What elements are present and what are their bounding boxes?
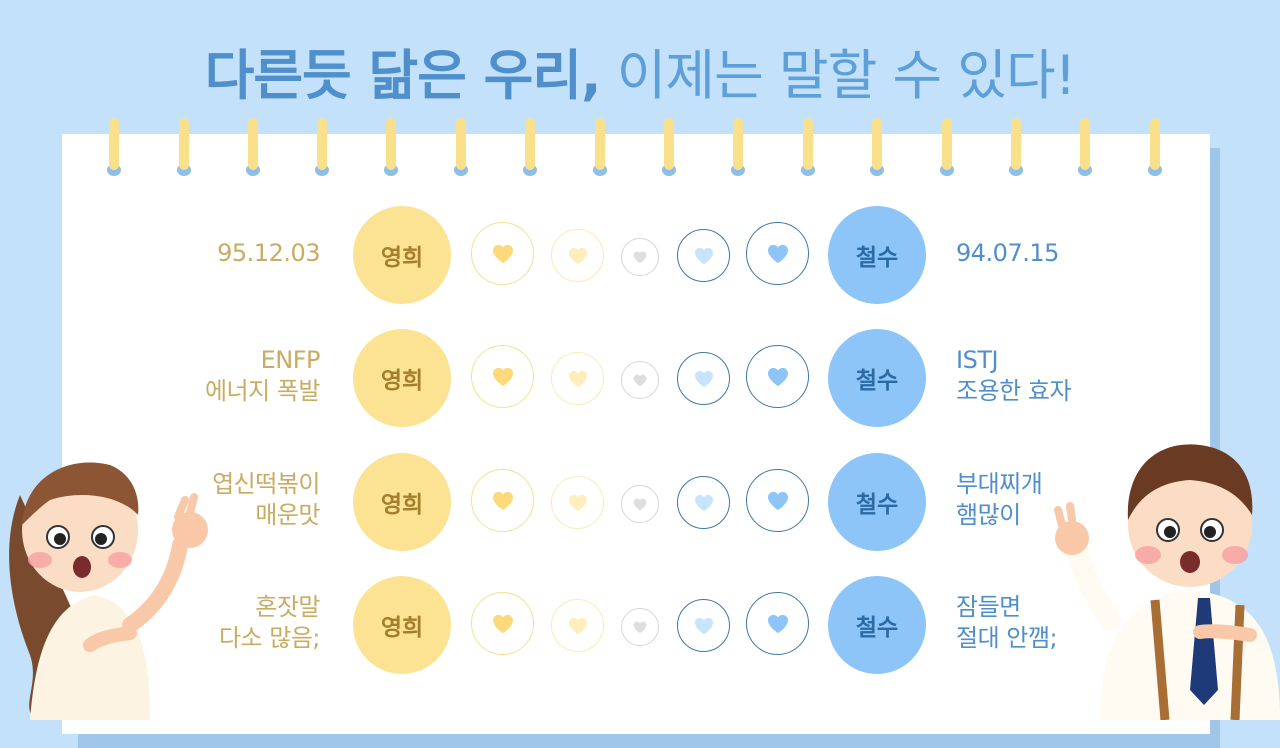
right-label-line: 잠들면 xyxy=(956,593,1021,621)
spiral-ring xyxy=(107,118,121,176)
left-label: 엽신떡볶이 매운맛 xyxy=(120,469,320,531)
title-bold: 다른듯 닮은 우리, xyxy=(204,44,602,107)
left-label-line: 혼잣말 xyxy=(255,593,320,621)
left-label-line: 95.12.03 xyxy=(217,239,320,267)
page-title: 다른듯 닮은 우리, 이제는 말할 수 있다! xyxy=(0,40,1280,112)
left-label: 혼잣말 다소 많음; xyxy=(120,592,321,654)
name-badge-cheolsu: 철수 xyxy=(828,329,926,427)
right-label: 잠들면 절대 안깸; xyxy=(956,592,1176,654)
left-label-line: 에너지 폭발 xyxy=(204,377,321,405)
spiral-ring xyxy=(801,118,815,176)
heart-icon xyxy=(621,361,659,399)
left-label-line: 매운맛 xyxy=(255,501,320,529)
heart-icon xyxy=(551,229,604,282)
comparison-row-habit: 혼잣말 다소 많음; 영희 철수 잠들면 절대 안깸; xyxy=(0,575,1280,675)
right-label-line: 햄많이 xyxy=(956,501,1021,529)
comparison-row-mbti: ENFP 에너지 폭발 영희 철수 ISTJ 조용한 효자 xyxy=(0,328,1280,428)
spiral-ring xyxy=(870,118,884,176)
name-badge-younghee: 영희 xyxy=(353,453,451,551)
boy-illustration xyxy=(1054,444,1280,720)
right-label-line: 조용한 효자 xyxy=(956,377,1072,405)
right-label: ISTJ 조용한 효자 xyxy=(956,345,1176,407)
name-badge-younghee: 영희 xyxy=(353,576,451,674)
spiral-ring xyxy=(315,118,329,176)
name-badge-cheolsu: 철수 xyxy=(828,453,926,551)
name-badge-younghee: 영희 xyxy=(353,206,451,304)
spiral-ring xyxy=(1078,118,1092,176)
name-badge-younghee: 영희 xyxy=(353,329,451,427)
heart-icon xyxy=(471,592,534,655)
right-label-line: 절대 안깸; xyxy=(956,624,1058,652)
spiral-ring xyxy=(523,118,537,176)
spiral-ring xyxy=(177,118,191,176)
heart-icon xyxy=(621,608,659,646)
spiral-ring xyxy=(940,118,954,176)
right-label-line: 94.07.15 xyxy=(956,239,1059,267)
heart-icon xyxy=(677,229,730,282)
name-badge-cheolsu: 철수 xyxy=(828,206,926,304)
right-label: 94.07.15 xyxy=(956,238,1176,269)
heart-icon xyxy=(551,352,604,405)
heart-icon xyxy=(471,222,534,285)
girl-illustration xyxy=(9,462,208,720)
heart-icon xyxy=(551,599,604,652)
heart-icon xyxy=(471,469,534,532)
right-label: 부대찌개 햄많이 xyxy=(956,469,1176,531)
right-label-line: ISTJ xyxy=(956,346,999,374)
heart-icon xyxy=(551,476,604,529)
heart-icon xyxy=(746,469,809,532)
spiral-ring xyxy=(1148,118,1162,176)
spiral-ring xyxy=(731,118,745,176)
left-label: ENFP 에너지 폭발 xyxy=(120,345,321,407)
heart-icon xyxy=(746,345,809,408)
heart-icon xyxy=(471,345,534,408)
left-label-line: 엽신떡볶이 xyxy=(212,470,320,498)
heart-icon xyxy=(746,592,809,655)
heart-icon xyxy=(621,238,659,276)
name-badge-cheolsu: 철수 xyxy=(828,576,926,674)
heart-icon xyxy=(621,485,659,523)
spiral-ring xyxy=(384,118,398,176)
heart-icon xyxy=(677,476,730,529)
spiral-ring xyxy=(662,118,676,176)
spiral-ring xyxy=(1009,118,1023,176)
spiral-ring xyxy=(593,118,607,176)
spiral-ring xyxy=(454,118,468,176)
left-label-line: 다소 많음; xyxy=(218,624,321,652)
heart-icon xyxy=(746,222,809,285)
heart-icon xyxy=(677,352,730,405)
spiral-ring xyxy=(246,118,260,176)
right-label-line: 부대찌개 xyxy=(956,470,1043,498)
comparison-row-food: 엽신떡볶이 매운맛 영희 철수 부대찌개 햄많이 xyxy=(0,452,1280,552)
heart-icon xyxy=(677,599,730,652)
left-label: 95.12.03 xyxy=(120,238,320,269)
left-label-line: ENFP xyxy=(260,346,321,374)
comparison-row-birthday: 95.12.03 영희 철수 94.07.15 xyxy=(0,205,1280,305)
title-thin: 이제는 말할 수 있다! xyxy=(600,44,1077,107)
